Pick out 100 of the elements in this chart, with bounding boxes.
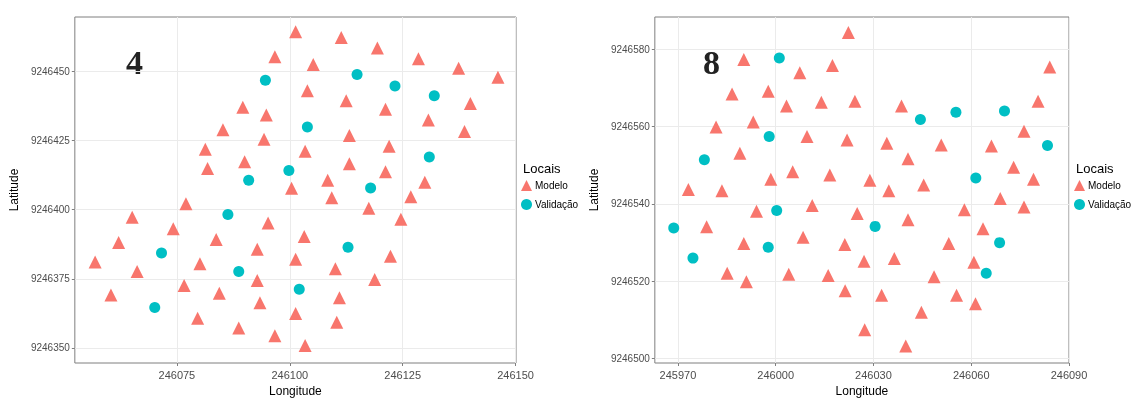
point xyxy=(934,138,948,152)
point xyxy=(950,288,964,302)
annotation: 8 xyxy=(703,43,720,81)
point xyxy=(379,102,392,116)
point xyxy=(882,184,896,198)
point xyxy=(261,216,275,230)
point xyxy=(177,278,191,292)
point xyxy=(762,241,774,253)
point xyxy=(368,273,382,287)
point xyxy=(298,339,312,353)
point xyxy=(967,255,981,269)
point xyxy=(914,114,926,126)
point xyxy=(821,269,835,283)
point xyxy=(1043,60,1057,74)
point xyxy=(841,25,855,39)
point xyxy=(998,105,1010,117)
point xyxy=(733,146,747,160)
y-tick-label: 9246580 xyxy=(610,43,651,55)
point xyxy=(793,66,807,80)
x-axis-title: Longitude xyxy=(835,384,889,398)
point xyxy=(901,213,915,227)
point xyxy=(840,133,854,147)
point xyxy=(800,130,814,144)
point xyxy=(201,162,215,176)
point xyxy=(720,266,734,280)
x-tick-label: 246000 xyxy=(757,368,795,381)
point xyxy=(330,315,344,329)
point xyxy=(325,191,339,205)
point xyxy=(233,266,245,278)
x-tick-label: 245970 xyxy=(659,368,697,381)
point xyxy=(914,305,928,319)
point xyxy=(156,247,168,259)
point xyxy=(370,41,384,55)
point xyxy=(257,132,271,146)
point xyxy=(737,53,751,67)
point xyxy=(216,123,230,137)
point xyxy=(259,74,271,86)
point xyxy=(715,184,729,198)
point xyxy=(179,197,193,211)
point xyxy=(796,230,810,244)
point xyxy=(773,52,785,64)
point xyxy=(1042,139,1053,151)
point xyxy=(950,106,962,118)
point xyxy=(339,94,353,108)
x-tick-label: 246060 xyxy=(952,368,990,381)
point xyxy=(968,297,982,311)
point xyxy=(994,237,1006,249)
y-tick-label: 9246520 xyxy=(610,275,651,287)
point xyxy=(869,220,881,232)
point xyxy=(362,201,376,215)
point xyxy=(198,142,212,156)
point xyxy=(1026,172,1040,186)
y-tick-label: 9246500 xyxy=(610,353,651,365)
x-tick-label: 246090 xyxy=(1050,368,1088,381)
point xyxy=(899,339,913,353)
x-tick-label: 246075 xyxy=(158,368,196,381)
point xyxy=(857,254,871,268)
point xyxy=(253,296,267,310)
point xyxy=(232,321,246,335)
point xyxy=(895,99,909,113)
point xyxy=(805,198,819,212)
x-axis-title: Longitude xyxy=(269,384,323,398)
point xyxy=(1031,94,1045,108)
y-tick-label: 9246350 xyxy=(30,342,71,354)
point xyxy=(463,96,477,110)
point xyxy=(404,190,418,204)
point xyxy=(980,267,992,279)
x-tick-label: 246030 xyxy=(855,368,892,381)
point xyxy=(88,255,102,269)
point xyxy=(458,125,472,139)
point xyxy=(328,262,342,276)
point xyxy=(112,236,126,250)
legend-title: Locais xyxy=(523,161,562,176)
point xyxy=(191,311,205,325)
point xyxy=(289,25,303,39)
point xyxy=(297,230,311,244)
point xyxy=(268,50,282,64)
point xyxy=(209,233,223,247)
point xyxy=(238,155,252,169)
x-tick-label: 246125 xyxy=(384,368,422,381)
point xyxy=(423,151,435,163)
point xyxy=(365,182,377,194)
legend-label: Validação xyxy=(535,199,579,210)
y-tick-label: 9246560 xyxy=(610,121,651,133)
y-axis-title: Latitude xyxy=(587,168,601,212)
point xyxy=(970,172,982,184)
point xyxy=(764,172,778,186)
point xyxy=(771,205,783,217)
point xyxy=(149,302,161,313)
point xyxy=(321,173,335,187)
point xyxy=(351,68,363,80)
point xyxy=(858,323,872,337)
point xyxy=(389,80,401,92)
point xyxy=(125,210,139,224)
point xyxy=(334,30,348,44)
point xyxy=(452,61,466,75)
point xyxy=(222,208,234,220)
point xyxy=(268,329,282,343)
y-tick-label: 9246450 xyxy=(30,66,71,78)
point xyxy=(236,100,250,114)
